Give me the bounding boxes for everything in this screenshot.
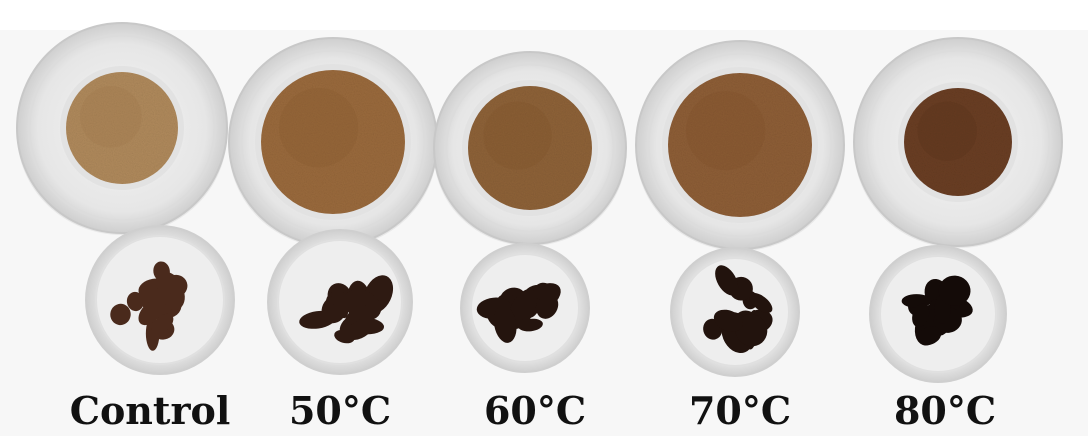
- dried-piece: [917, 326, 942, 346]
- dried-piece: [938, 275, 971, 306]
- dried-piece: [713, 309, 744, 332]
- dried-sample-cup-0: [85, 225, 235, 375]
- dried-piece: [331, 285, 349, 319]
- dried-piece: [110, 303, 131, 326]
- powder-cup-4: [853, 37, 1063, 248]
- dried-piece: [735, 314, 768, 347]
- label-50c: 50°C: [288, 388, 392, 433]
- powder-cup-2: [433, 51, 627, 246]
- powder-sample: [668, 73, 812, 217]
- dried-piece: [126, 291, 144, 312]
- label-80c: 80°C: [893, 388, 997, 433]
- dried-piece: [158, 271, 183, 295]
- dried-piece: [715, 265, 739, 296]
- sample-labels: Control 50°C 60°C 70°C 80°C: [0, 388, 1088, 436]
- dried-piece: [749, 292, 773, 313]
- label-control: Control: [69, 388, 231, 433]
- powder-cup-1: [228, 37, 438, 248]
- dried-sample-cup-1: [267, 229, 413, 375]
- dried-piece: [344, 304, 367, 326]
- dried-piece: [514, 295, 534, 321]
- powder-cup-3: [635, 40, 845, 251]
- dried-piece: [493, 305, 517, 343]
- dried-piece: [334, 329, 355, 344]
- powder-cup-0: [16, 22, 228, 235]
- dried-sample-cup-4: [869, 245, 1007, 383]
- dried-piece: [518, 318, 543, 332]
- dried-piece: [912, 303, 930, 328]
- powder-sample: [261, 70, 405, 214]
- dried-sample-cup-2: [460, 243, 590, 373]
- dried-sample-cup-3: [670, 247, 800, 377]
- dried-piece: [151, 313, 174, 334]
- label-60c: 60°C: [483, 388, 587, 433]
- label-70c: 70°C: [688, 388, 792, 433]
- powder-sample: [66, 72, 178, 184]
- dried-piece: [536, 294, 559, 319]
- powder-sample: [468, 86, 592, 210]
- sample-cups: [16, 22, 1063, 383]
- powder-sample: [904, 88, 1012, 196]
